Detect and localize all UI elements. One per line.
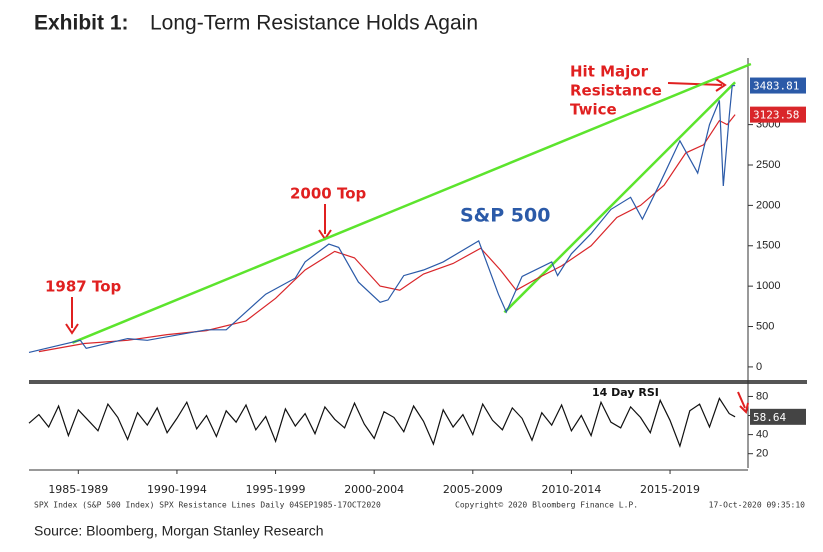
value-label: 58.64: [753, 411, 786, 424]
x-tick-label: 2000-2004: [344, 483, 404, 496]
x-tick-label: 2015-2019: [640, 483, 700, 496]
series-label: S&P 500: [460, 205, 550, 227]
annotation: Hit Major: [570, 63, 649, 81]
series-line: [503, 81, 736, 314]
y-tick-label: 2500: [756, 159, 780, 171]
value-label: 3123.58: [753, 109, 799, 122]
arrow-head: [715, 78, 727, 92]
y-tick-label: 1000: [756, 280, 780, 292]
x-tick-label: 2010-2014: [541, 483, 601, 496]
x-tick-label: 1985-1989: [48, 483, 108, 496]
arrow-head: [739, 402, 749, 414]
panel-separator: [29, 380, 807, 384]
series-line: [28, 84, 736, 353]
y-tick-label: 500: [756, 320, 774, 332]
y-tick-label: 0: [756, 361, 762, 373]
arrow: [667, 82, 723, 86]
arrow: [737, 391, 746, 409]
series-line: [28, 397, 736, 449]
arrow-head: [65, 323, 79, 335]
value-box: [750, 77, 806, 94]
value-box: [750, 106, 806, 123]
annotation: 2000 Top: [290, 185, 367, 203]
x-tick-label: 1990-1994: [147, 483, 207, 496]
x-tick-label: 1995-1999: [246, 483, 306, 496]
series-line: [38, 114, 736, 353]
y-tick-label: 40: [756, 429, 768, 441]
source: Source: Bloomberg, Morgan Stanley Resear…: [34, 523, 323, 539]
y-tick-label: 80: [756, 390, 768, 402]
exhibit-label: Exhibit 1:: [34, 12, 129, 35]
value-box: [750, 408, 806, 425]
value-label: 3483.81: [753, 80, 799, 93]
panel-title: 14 Day RSI: [592, 386, 659, 399]
series-line: [71, 62, 752, 344]
chart-title: Long-Term Resistance Holds Again: [150, 12, 478, 35]
annotation: Twice: [570, 101, 617, 119]
footer-left: SPX Index (S&P 500 Index) SPX Resistance…: [34, 501, 381, 510]
annotation: 1987 Top: [45, 278, 122, 296]
annotation: Resistance: [570, 82, 662, 100]
y-tick-label: 20: [756, 448, 768, 460]
y-tick-label: 1500: [756, 240, 780, 252]
footer-center: Copyright© 2020 Bloomberg Finance L.P.: [455, 501, 638, 510]
x-tick-label: 2005-2009: [443, 483, 503, 496]
footer-right: 17-Oct-2020 09:35:10: [709, 501, 806, 510]
y-tick-label: 2000: [756, 199, 780, 211]
